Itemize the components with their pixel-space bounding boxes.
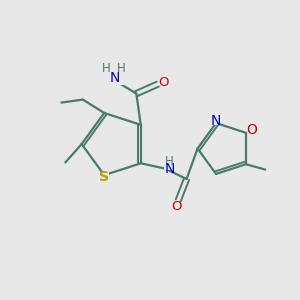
Text: N: N: [210, 114, 220, 128]
FancyBboxPatch shape: [100, 172, 109, 181]
FancyBboxPatch shape: [172, 203, 180, 211]
Text: H: H: [102, 62, 111, 76]
FancyBboxPatch shape: [160, 78, 168, 86]
FancyBboxPatch shape: [211, 116, 220, 125]
FancyBboxPatch shape: [164, 160, 175, 170]
Text: H: H: [117, 62, 126, 76]
Text: H: H: [165, 155, 174, 168]
Text: O: O: [247, 123, 257, 137]
FancyBboxPatch shape: [108, 74, 124, 85]
Text: S: S: [99, 169, 109, 184]
FancyBboxPatch shape: [248, 126, 256, 135]
Text: O: O: [158, 76, 169, 88]
Text: N: N: [164, 162, 175, 176]
Text: O: O: [171, 200, 181, 214]
Text: N: N: [109, 71, 119, 85]
